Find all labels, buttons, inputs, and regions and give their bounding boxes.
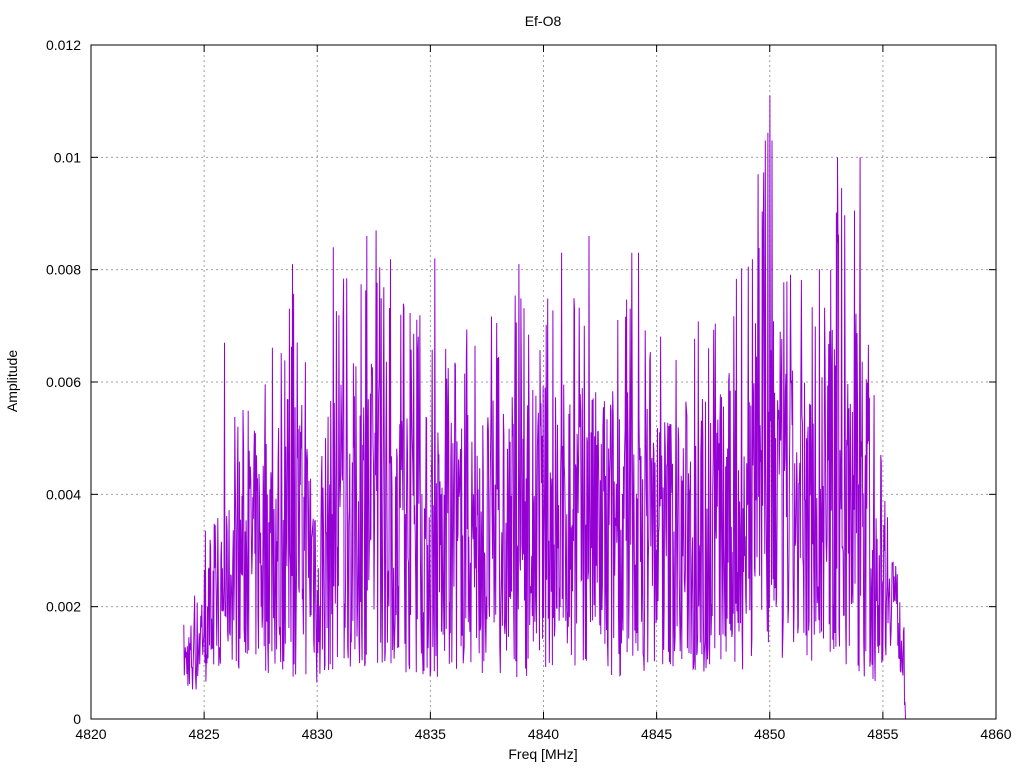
- x-tick-label: 4850: [754, 726, 785, 742]
- chart-title: Ef-O8: [525, 13, 562, 29]
- y-tick-label: 0.008: [46, 262, 81, 278]
- x-tick-label: 4860: [980, 726, 1011, 742]
- amplitude-series-line: [183, 95, 906, 720]
- y-axis-label: Amplitude: [4, 350, 20, 412]
- x-tick-label: 4825: [189, 726, 220, 742]
- y-tick-label: 0.012: [46, 37, 81, 53]
- y-tick-label: 0.004: [46, 486, 81, 502]
- y-tick-label: 0.01: [54, 149, 81, 165]
- x-tick-label: 4820: [75, 726, 106, 742]
- x-tick-label: 4840: [528, 726, 559, 742]
- series-layer: [183, 95, 906, 720]
- x-axis-label: Freq [MHz]: [508, 746, 577, 762]
- x-tick-label: 4845: [641, 726, 672, 742]
- y-tick-label: 0.002: [46, 599, 81, 615]
- tick-marks: [90, 44, 997, 720]
- tick-labels: 4820 4825 4830 4835 4840 4845 4850 4855 4860 0 0.0…: [46, 37, 1012, 742]
- x-tick-label: 4835: [415, 726, 446, 742]
- y-tick-label: 0.006: [46, 374, 81, 390]
- y-tick-label: 0: [73, 711, 81, 727]
- x-tick-label: 4855: [867, 726, 898, 742]
- x-tick-label: 4830: [302, 726, 333, 742]
